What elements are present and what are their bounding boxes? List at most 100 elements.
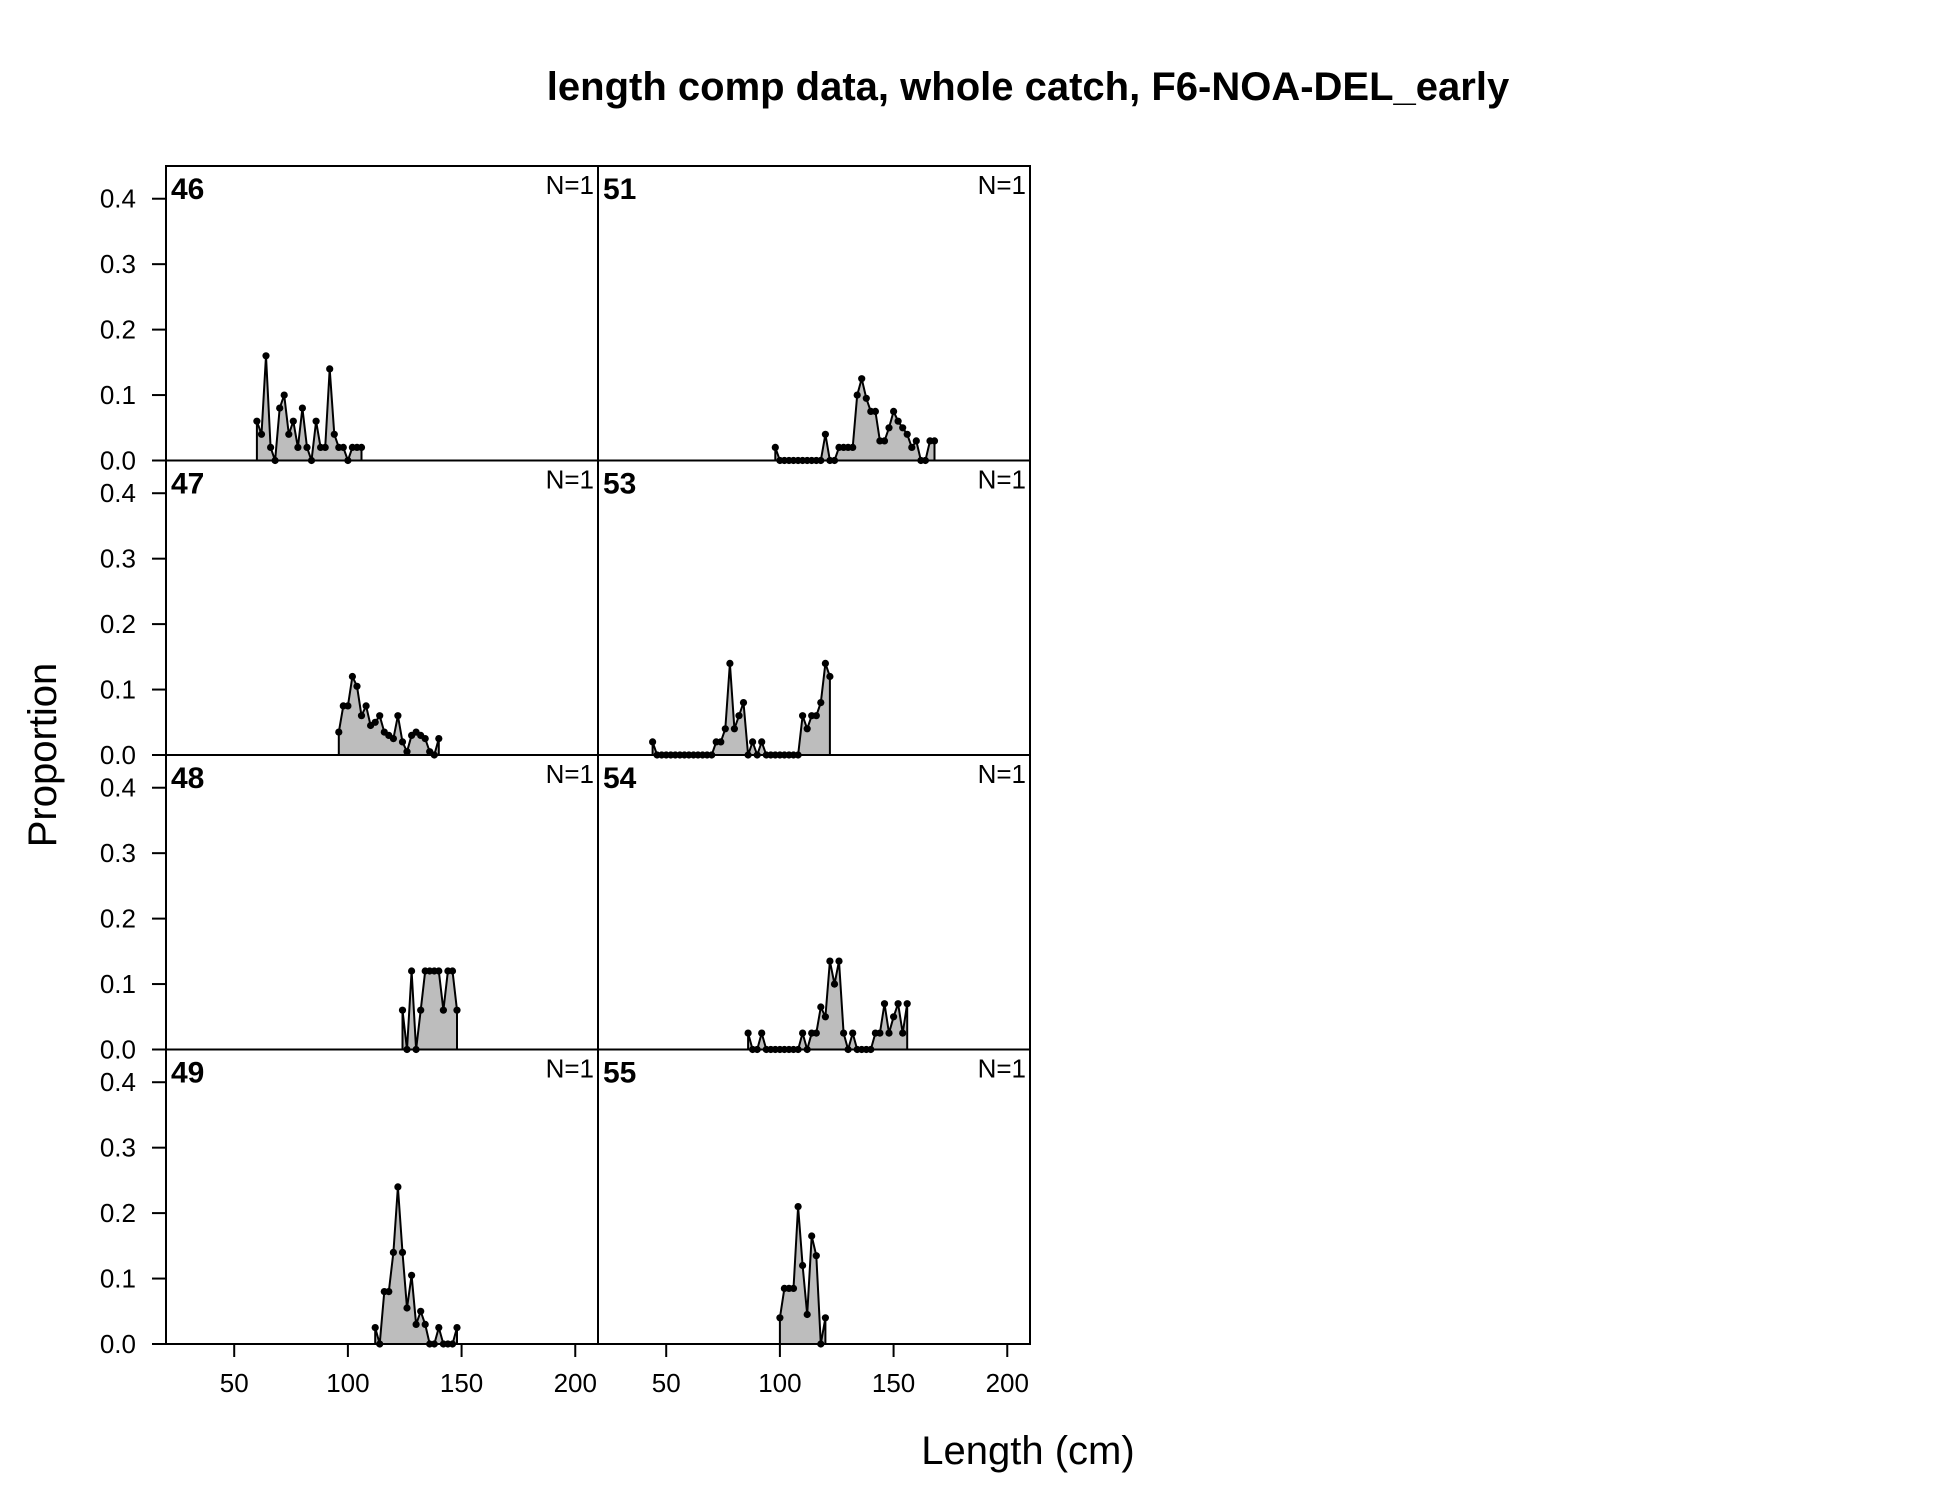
y-tick-label: 0.2 xyxy=(100,609,136,639)
data-point xyxy=(448,967,457,975)
data-point xyxy=(849,443,857,451)
x-tick-label: 50 xyxy=(220,1368,249,1398)
data-point xyxy=(357,443,366,451)
data-point xyxy=(899,424,907,432)
data-point xyxy=(726,659,734,668)
data-point xyxy=(826,672,834,681)
panel-n-label: N=1 xyxy=(978,170,1026,200)
panel-label: 46 xyxy=(171,173,204,206)
y-tick-label: 0.3 xyxy=(100,544,136,574)
data-point xyxy=(371,718,379,726)
x-tick-label: 150 xyxy=(440,1368,483,1398)
x-tick-label: 50 xyxy=(652,1368,681,1398)
panel-n-label: N=1 xyxy=(978,465,1026,495)
panel-frame xyxy=(165,459,599,756)
data-point xyxy=(735,712,743,720)
series-area xyxy=(401,970,458,1051)
data-point xyxy=(858,375,866,383)
data-point xyxy=(717,738,725,746)
data-point xyxy=(321,443,329,451)
data-point xyxy=(421,1320,429,1328)
y-tick-label: 0.1 xyxy=(100,380,136,410)
x-tick-label: 200 xyxy=(986,1368,1029,1398)
data-point xyxy=(298,404,306,412)
y-tick-label: 0.3 xyxy=(100,249,136,279)
data-point xyxy=(330,430,338,438)
data-point xyxy=(408,1271,416,1279)
panel-frame xyxy=(165,165,599,462)
data-point xyxy=(835,957,843,965)
data-point xyxy=(830,980,839,988)
data-point xyxy=(326,365,334,373)
data-point xyxy=(403,748,411,756)
data-point xyxy=(362,702,370,710)
y-axes-group: 0.00.10.20.30.40.00.10.20.30.40.00.10.20… xyxy=(100,184,166,1359)
data-point xyxy=(776,1314,784,1322)
panel-47: 47 N=1 xyxy=(165,459,599,759)
x-tick-label: 100 xyxy=(758,1368,801,1398)
data-point xyxy=(799,712,807,720)
series-area xyxy=(651,663,831,759)
x-tick-label: 100 xyxy=(326,1368,369,1398)
data-point xyxy=(821,659,830,668)
x-axis-label: Length (cm) xyxy=(921,1429,1134,1473)
data-point xyxy=(439,1006,447,1014)
data-point xyxy=(849,1029,857,1037)
data-point xyxy=(853,391,861,399)
panel-n-label: N=1 xyxy=(546,465,594,495)
data-point xyxy=(899,1029,907,1037)
panel-label: 47 xyxy=(171,468,204,501)
data-point xyxy=(421,735,429,743)
data-point xyxy=(435,735,443,743)
data-point xyxy=(398,1248,407,1256)
data-point xyxy=(303,443,311,451)
data-point xyxy=(376,712,384,720)
y-tick-label: 0.1 xyxy=(100,675,136,705)
y-tick-label: 0.0 xyxy=(100,446,136,476)
data-point xyxy=(435,1324,443,1332)
data-point xyxy=(930,437,939,445)
series-area xyxy=(337,673,440,757)
chart-title: length comp data, whole catch, F6-NOA-DE… xyxy=(547,65,1510,109)
data-point xyxy=(799,1261,807,1270)
data-point xyxy=(812,1252,820,1260)
x-tick-label: 200 xyxy=(554,1368,597,1398)
panel-n-label: N=1 xyxy=(546,759,594,789)
data-point xyxy=(817,699,825,707)
data-point xyxy=(403,1304,411,1312)
data-point xyxy=(730,725,739,733)
data-point xyxy=(903,430,911,438)
data-point xyxy=(894,1000,902,1008)
data-point xyxy=(876,1029,884,1037)
data-point xyxy=(267,443,275,451)
panel-frame xyxy=(165,754,599,1051)
data-point xyxy=(758,738,766,746)
x-tick-label: 150 xyxy=(872,1368,915,1398)
y-tick-label: 0.1 xyxy=(100,969,136,999)
data-point xyxy=(294,443,302,451)
data-point xyxy=(739,699,748,707)
data-point xyxy=(412,1320,420,1328)
data-point xyxy=(408,967,416,975)
data-point xyxy=(803,725,811,733)
data-point xyxy=(803,1310,811,1319)
data-point xyxy=(880,437,889,445)
data-point xyxy=(649,738,657,746)
data-point xyxy=(389,1248,397,1256)
panel-frame xyxy=(597,165,1031,462)
data-point xyxy=(280,391,288,399)
panel-49: 49 N=1 xyxy=(165,1048,599,1348)
data-point xyxy=(799,1029,807,1037)
data-point xyxy=(339,443,347,451)
data-point xyxy=(880,1000,889,1008)
y-axis-label: Proportion xyxy=(21,663,65,848)
data-point xyxy=(289,417,297,425)
panel-53: 53 N=1 xyxy=(597,459,1031,759)
y-tick-label: 0.0 xyxy=(100,740,136,770)
data-point xyxy=(417,1006,425,1014)
panel-frame xyxy=(597,459,1031,756)
panel-label: 55 xyxy=(603,1057,636,1090)
y-tick-label: 0.4 xyxy=(100,478,136,508)
